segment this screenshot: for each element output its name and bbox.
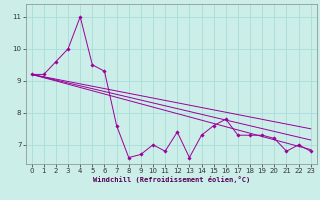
X-axis label: Windchill (Refroidissement éolien,°C): Windchill (Refroidissement éolien,°C) [92, 176, 250, 183]
